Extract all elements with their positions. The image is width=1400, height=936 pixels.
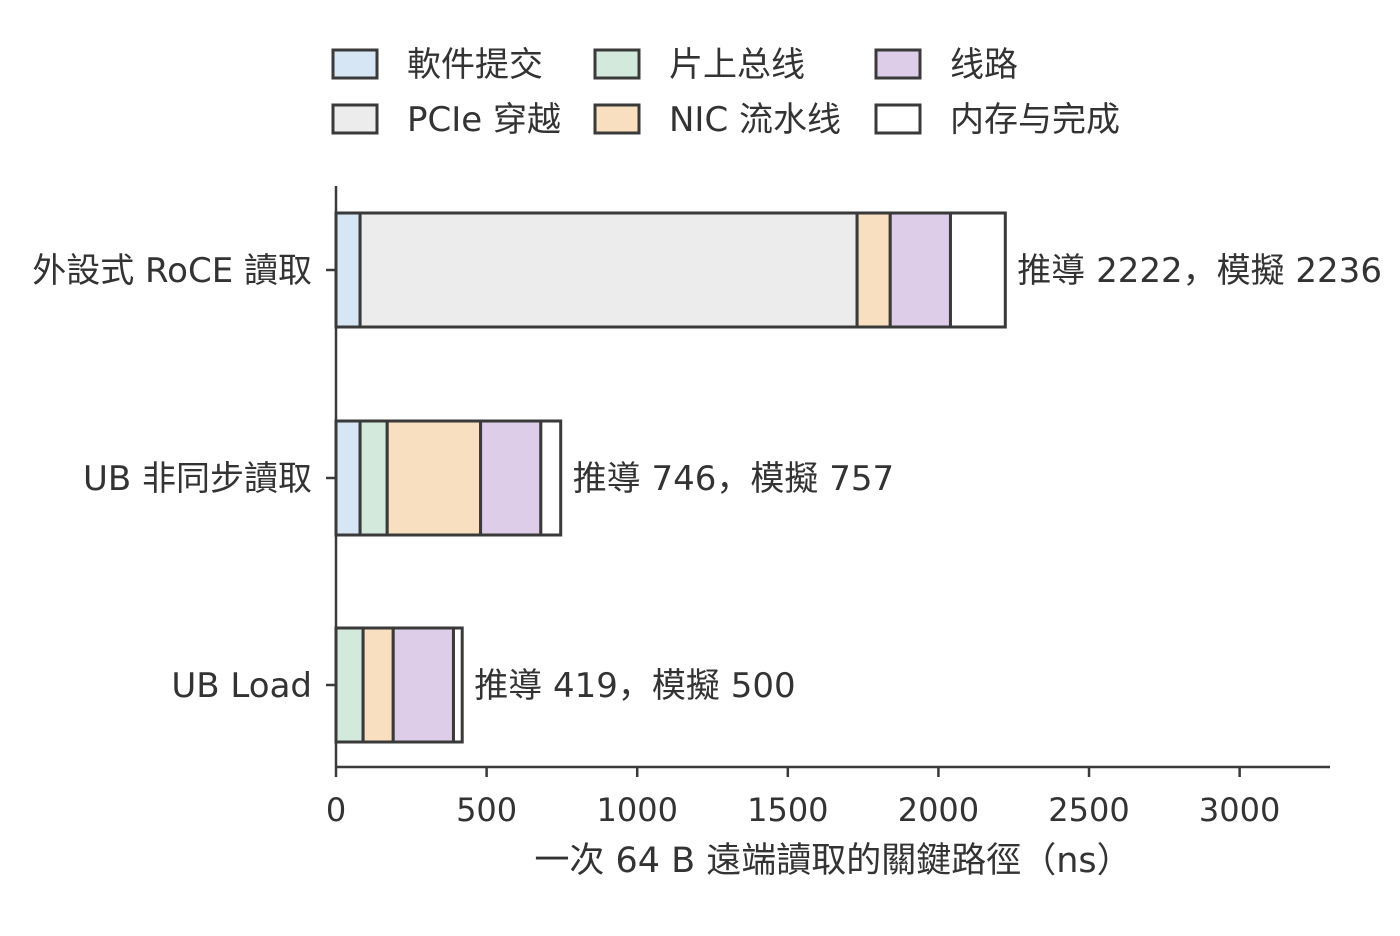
category-label: 外設式 RoCE 讀取 <box>32 251 312 291</box>
bar-1 <box>334 419 563 537</box>
bar-segment-item-0 <box>334 211 362 329</box>
legend-swatch <box>874 48 922 80</box>
bar-segment-item-4 <box>479 419 543 537</box>
category-label: UB Load <box>171 666 312 706</box>
x-tick-label: 1500 <box>747 791 828 829</box>
bar-segment-nic-3 <box>361 626 395 744</box>
bar-segment-item-4 <box>888 211 952 329</box>
x-ticks: 0 500 1000 1500 2000 2500 3000 <box>326 767 1280 829</box>
x-tick-label: 0 <box>326 791 346 829</box>
bar-segment-item-5 <box>451 626 464 744</box>
legend-label: 片上总线 <box>669 45 805 85</box>
legend-label: PCIe 穿越 <box>407 100 561 140</box>
x-tick-label: 3000 <box>1199 791 1280 829</box>
legend-swatch <box>593 103 641 135</box>
category-label: UB 非同步讀取 <box>83 459 312 499</box>
axes <box>326 186 1330 769</box>
legend: 軟件提交 片上总线 线路 PCIe 穿越 NIC 流水线 内存与完成 <box>331 45 1120 140</box>
bar-segment-item-2 <box>358 419 389 537</box>
bar-0 <box>334 211 1007 329</box>
bar-annotation: 推導 746，模擬 757 <box>573 459 894 499</box>
bar-segment-pcie-1 <box>358 211 859 329</box>
x-tick-label: 500 <box>456 791 517 829</box>
bar-segment-item-0 <box>334 419 362 537</box>
bar-annotation: 推導 2222，模擬 2236 <box>1017 251 1382 291</box>
bars <box>334 211 1007 744</box>
legend-swatch <box>874 103 922 135</box>
bar-annotations: 推導 2222，模擬 2236 推導 746，模擬 757 推導 419，模擬 50… <box>474 251 1382 706</box>
legend-item-pcie-1: PCIe 穿越 <box>331 100 561 140</box>
bar-segment-item-4 <box>391 626 455 744</box>
x-tick-label: 1000 <box>596 791 677 829</box>
legend-swatch <box>331 103 379 135</box>
x-tick-label: 2500 <box>1048 791 1129 829</box>
bar-2 <box>334 626 464 744</box>
bar-segment-nic-3 <box>855 211 892 329</box>
legend-label: 軟件提交 <box>407 45 543 85</box>
x-tick-label: 2000 <box>898 791 979 829</box>
legend-item-item-0: 軟件提交 <box>331 45 543 85</box>
legend-item-item-4: 线路 <box>874 45 1018 85</box>
legend-item-item-5: 内存与完成 <box>874 100 1120 140</box>
legend-item-nic-3: NIC 流水线 <box>593 100 841 140</box>
category-labels: 外設式 RoCE 讀取 UB 非同步讀取 UB Load <box>32 251 312 706</box>
bar-annotation: 推導 419，模擬 500 <box>474 666 795 706</box>
x-axis-label: 一次 64 B 遠端讀取的關鍵路徑（ns） <box>534 841 1131 881</box>
bar-segment-nic-3 <box>385 419 483 537</box>
legend-label: 内存与完成 <box>950 100 1120 140</box>
legend-label: NIC 流水线 <box>669 100 841 140</box>
legend-item-item-2: 片上总线 <box>593 45 805 85</box>
legend-label: 线路 <box>950 45 1018 85</box>
legend-swatch <box>331 48 379 80</box>
bar-segment-item-5 <box>539 419 563 537</box>
bar-segment-item-5 <box>948 211 1007 329</box>
bar-segment-item-2 <box>334 626 365 744</box>
legend-swatch <box>593 48 641 80</box>
